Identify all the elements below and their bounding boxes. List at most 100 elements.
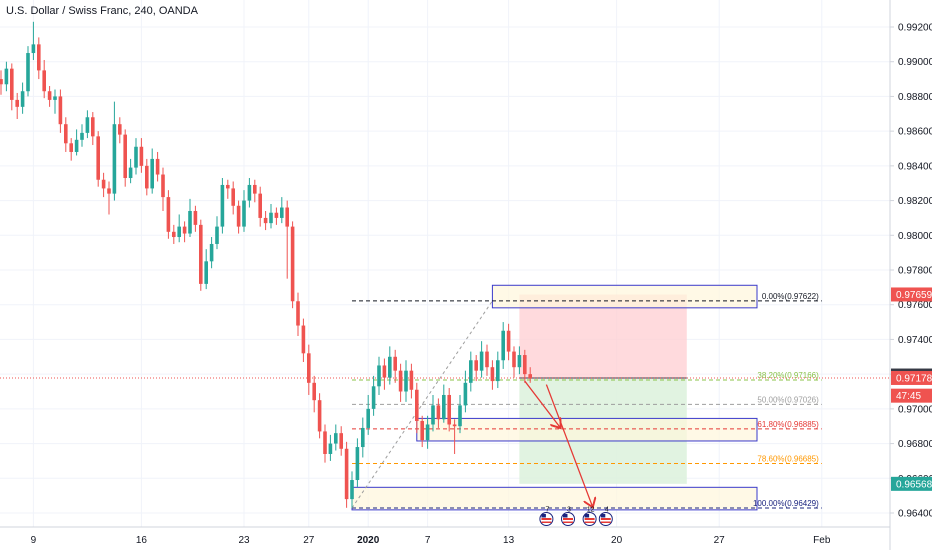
candle-body — [404, 370, 408, 392]
candle-body — [64, 124, 68, 144]
ytick-label: 0.98800 — [898, 92, 932, 103]
us-flag-canton — [563, 514, 568, 518]
ytick-label: 0.97600 — [898, 300, 932, 311]
candle-body — [366, 408, 370, 428]
xtick-label: 20 — [611, 535, 623, 546]
candle-body — [469, 360, 473, 383]
event-flag-count: 12 — [587, 507, 595, 514]
fib-level-label: 0.00%(0.97622) — [762, 292, 819, 301]
stop-loss-zone — [519, 294, 687, 378]
candle-body — [91, 117, 95, 137]
fib-level-label: 50.00%(0.97026) — [757, 395, 819, 404]
us-flag-stripe — [584, 518, 595, 520]
event-flag-count: 7 — [545, 507, 549, 514]
us-flag-stripe — [563, 521, 573, 523]
candle-body — [463, 382, 468, 406]
candle-body — [123, 134, 127, 179]
candle-body — [528, 374, 532, 378]
candle-body — [128, 167, 133, 179]
ytick-label: 0.97400 — [898, 335, 932, 346]
candle-body — [10, 68, 14, 100]
candle-body — [523, 355, 527, 375]
fibonacci-retracement[interactable]: 0.00%(0.97622) 38.20%(0.97166) 50.00%(0.97… — [0, 292, 890, 509]
xtick-label: 9 — [31, 535, 37, 546]
candle-body — [193, 210, 198, 225]
y-axis[interactable]: 0.99200 0.99000 0.98800 0.98600 0.98400 0.982… — [890, 23, 932, 520]
arrows[interactable] — [524, 380, 593, 507]
projection-arrow-1 — [524, 380, 560, 427]
candle-body — [501, 330, 505, 361]
candle-body — [393, 356, 397, 371]
candle-body — [517, 355, 522, 368]
us-flag-stripe — [600, 518, 611, 520]
fib-level-label: 61.80%(0.96885) — [757, 420, 819, 429]
candle-body — [80, 132, 84, 140]
ytick-label: 0.96400 — [898, 509, 932, 520]
candle-body — [323, 431, 327, 454]
grid — [0, 0, 890, 527]
ytick-label: 0.98400 — [898, 161, 932, 172]
us-flag-stripe — [563, 518, 573, 520]
us-flag-canton — [541, 514, 546, 518]
candle-body — [253, 184, 257, 194]
candle-body — [231, 188, 235, 206]
ytick-label: 0.99000 — [898, 57, 932, 68]
candle-body — [58, 96, 63, 125]
candle-body — [74, 139, 79, 152]
fib-level-label: 78.60%(0.96685) — [757, 455, 819, 464]
candle-body — [20, 91, 25, 107]
candle-body — [236, 205, 241, 227]
ytick-label: 0.99200 — [898, 23, 932, 34]
candle-body — [334, 433, 338, 444]
candle-body — [361, 427, 365, 448]
us-flag-stripe — [584, 521, 595, 523]
candle-body — [188, 210, 192, 234]
projection-arrow-2 — [545, 384, 592, 507]
candle-body — [134, 146, 138, 168]
candle-body — [312, 382, 316, 401]
candle-body — [150, 158, 154, 189]
us-flag-stripe — [600, 521, 611, 523]
candle-body — [258, 193, 262, 218]
candle-body — [377, 365, 381, 387]
candle-body — [4, 68, 9, 85]
candle-body — [290, 226, 295, 302]
candle-body — [431, 405, 435, 425]
event-flags[interactable]: 7 3 12 4 — [539, 507, 613, 526]
candle-body — [415, 389, 419, 422]
x-axis[interactable]: 9 16 23 27 2020 7 13 20 27 Feb — [31, 535, 831, 546]
zone-rectangle — [416, 417, 758, 442]
ytick-label: 0.97000 — [898, 404, 932, 415]
candle-body — [112, 124, 117, 194]
candle-body — [31, 44, 36, 54]
candle-body — [328, 443, 333, 454]
zones[interactable] — [351, 284, 758, 511]
candle-body — [301, 325, 306, 354]
candle-body — [26, 53, 30, 92]
xtick-label: 27 — [303, 535, 315, 546]
ytick-label: 0.98000 — [898, 231, 932, 242]
candle-body — [490, 367, 495, 382]
us-flag-canton — [600, 514, 606, 518]
candle-body — [285, 207, 289, 227]
candle-body — [339, 433, 343, 449]
candle-body — [479, 351, 484, 371]
position-tool[interactable] — [519, 294, 687, 484]
candle-body — [350, 480, 354, 500]
candle-body — [37, 44, 41, 71]
candle-body — [371, 386, 376, 409]
candle-body — [447, 394, 451, 425]
candle-body — [296, 301, 300, 326]
ytick-label: 0.96800 — [898, 439, 932, 450]
candle-body — [442, 394, 446, 420]
candle-body — [85, 117, 90, 133]
candle-body — [506, 330, 511, 352]
candle-body — [280, 207, 284, 218]
candle-body — [512, 351, 516, 368]
event-flag-count: 3 — [567, 507, 571, 514]
candle-body — [101, 179, 106, 189]
candle-body — [69, 143, 73, 152]
ytick-label: 0.98200 — [898, 196, 932, 207]
candle-body — [344, 448, 349, 500]
